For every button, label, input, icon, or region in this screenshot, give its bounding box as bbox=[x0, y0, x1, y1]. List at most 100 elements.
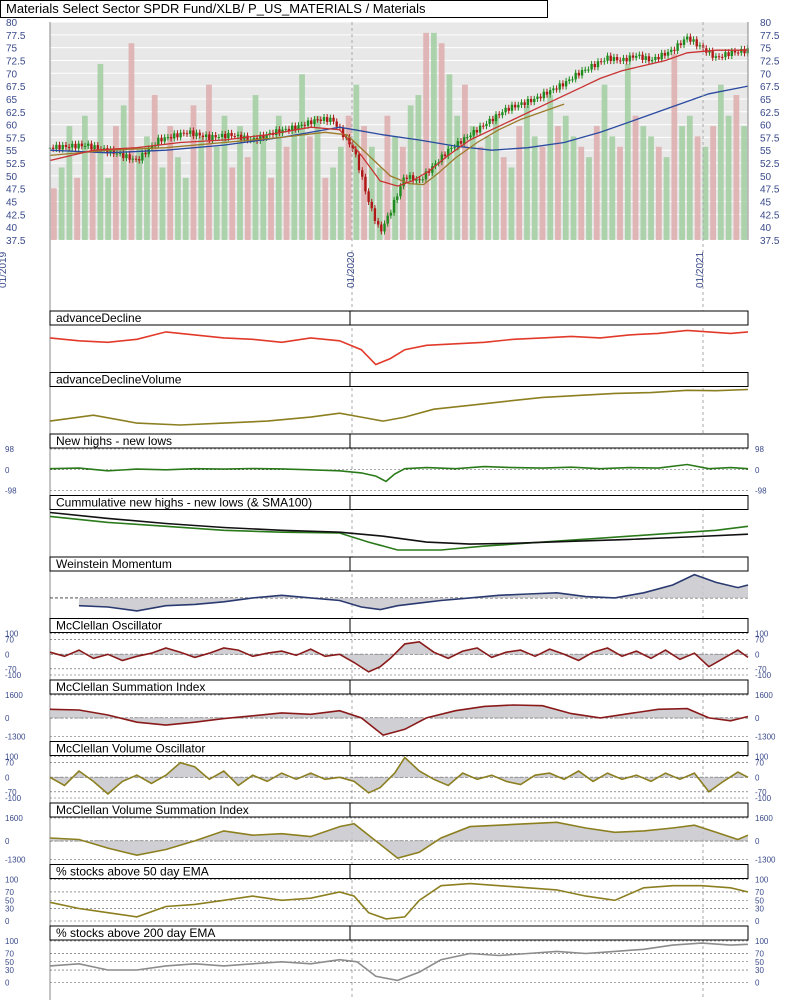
candle-body bbox=[290, 125, 294, 131]
panel-title-box bbox=[49, 864, 351, 879]
panel-title: McClellan Summation Index bbox=[56, 680, 205, 694]
panel-y-tick-right: 0 bbox=[755, 917, 760, 926]
panel-area-fill bbox=[50, 641, 748, 672]
candle-body bbox=[217, 137, 221, 139]
volume-bar bbox=[640, 126, 647, 240]
candle-body bbox=[370, 201, 373, 209]
panel-y-tick-right: 100 bbox=[755, 630, 769, 639]
price-y-tick-left: 80 bbox=[6, 18, 18, 29]
panel-title-box bbox=[49, 741, 351, 756]
panel-y-tick-left: 0 bbox=[5, 714, 10, 723]
candle-body bbox=[628, 55, 632, 62]
panel-title: McClellan Oscillator bbox=[56, 619, 162, 633]
price-y-tick-left: 60 bbox=[6, 121, 18, 132]
candle-body bbox=[411, 175, 415, 181]
candle-body bbox=[230, 132, 233, 137]
volume-bar bbox=[593, 126, 600, 240]
candle-body bbox=[55, 144, 58, 149]
panel-y-tick-left: 100 bbox=[5, 876, 19, 885]
candle-body bbox=[603, 60, 606, 62]
panel-y-tick-right: 50 bbox=[755, 896, 764, 905]
price-y-tick-left: 67.5 bbox=[6, 82, 26, 93]
candle-body bbox=[157, 137, 160, 146]
price-y-tick-right: 67.5 bbox=[760, 82, 780, 93]
volume-bar bbox=[113, 126, 119, 240]
price-y-tick-right: 50 bbox=[760, 172, 772, 183]
candle-body bbox=[64, 145, 68, 147]
price-y-tick-right: 45 bbox=[760, 198, 772, 209]
candle-body bbox=[692, 39, 695, 42]
panel-y-tick-left: 70 bbox=[5, 949, 14, 958]
volume-bar bbox=[175, 157, 181, 240]
candle-body bbox=[654, 56, 657, 60]
candle-body bbox=[214, 135, 217, 138]
panel-y-tick-right: 0 bbox=[755, 650, 760, 659]
panel-y-tick-right: 0 bbox=[755, 714, 760, 723]
price-y-tick-right: 55 bbox=[760, 146, 772, 157]
candle-body bbox=[332, 117, 335, 122]
candle-body bbox=[278, 129, 281, 134]
candle-body bbox=[396, 196, 399, 200]
candle-body bbox=[494, 114, 498, 122]
price-plot-area bbox=[50, 22, 748, 240]
candle-body bbox=[462, 137, 466, 144]
candle-body bbox=[233, 136, 236, 138]
candle-body bbox=[609, 55, 612, 62]
volume-bar bbox=[586, 157, 592, 240]
candle-body bbox=[545, 91, 549, 95]
volume-bar bbox=[213, 146, 220, 240]
candle-body bbox=[246, 135, 249, 141]
candle-body bbox=[730, 50, 733, 56]
candle-body bbox=[548, 90, 552, 95]
candle-body bbox=[679, 43, 683, 46]
price-y-tick-right: 40 bbox=[760, 223, 772, 234]
candle-body bbox=[415, 179, 418, 181]
candle-body bbox=[163, 137, 166, 142]
candle-body bbox=[724, 52, 727, 58]
volume-bar bbox=[609, 136, 616, 240]
panel-y-tick-right: -100 bbox=[755, 671, 772, 680]
candle-body bbox=[625, 57, 628, 62]
candle-body bbox=[647, 56, 651, 62]
volume-bar bbox=[516, 126, 523, 240]
volume-bar bbox=[190, 105, 197, 240]
panel-title-box bbox=[49, 925, 351, 941]
panel-y-tick-left: 30 bbox=[5, 966, 14, 975]
candle-body bbox=[227, 132, 230, 139]
panel-y-tick-left: 0 bbox=[5, 650, 10, 659]
candle-body bbox=[319, 119, 323, 121]
volume-bar bbox=[655, 146, 662, 240]
candle-body bbox=[431, 166, 434, 173]
candle-body bbox=[491, 118, 495, 122]
panel-y-tick-right: 0 bbox=[755, 979, 760, 988]
volume-bar bbox=[74, 177, 81, 240]
candle-body bbox=[58, 144, 61, 150]
panel-y-tick-left: 70 bbox=[5, 636, 14, 645]
candle-body bbox=[179, 132, 182, 138]
volume-bar bbox=[686, 115, 693, 240]
volume-bar bbox=[555, 126, 561, 240]
volume-bar bbox=[120, 105, 127, 240]
volume-bar bbox=[400, 146, 406, 240]
panel-area-fill bbox=[50, 757, 748, 794]
candle-body bbox=[443, 154, 447, 157]
panel-y-tick-left: 100 bbox=[5, 630, 19, 639]
candle-body bbox=[61, 145, 64, 150]
candle-body bbox=[204, 134, 208, 138]
candle-body bbox=[150, 145, 154, 149]
panel-y-tick-right: -70 bbox=[755, 788, 767, 797]
price-y-tick-right: 47.5 bbox=[760, 185, 780, 196]
candle-body bbox=[434, 163, 437, 167]
candle-body bbox=[619, 60, 622, 62]
candle-body bbox=[453, 147, 456, 149]
panel-y-tick-right: 30 bbox=[755, 966, 764, 975]
price-y-tick-left: 52.5 bbox=[6, 159, 26, 170]
candle-body bbox=[109, 149, 112, 154]
panel-y-tick-left: -100 bbox=[5, 794, 22, 803]
candle-body bbox=[87, 143, 90, 146]
candle-body bbox=[208, 134, 211, 140]
panel-title: advanceDeclineVolume bbox=[56, 373, 182, 387]
price-y-tick-left: 75 bbox=[6, 44, 18, 55]
candle-body bbox=[539, 96, 542, 99]
volume-bar bbox=[384, 115, 391, 240]
